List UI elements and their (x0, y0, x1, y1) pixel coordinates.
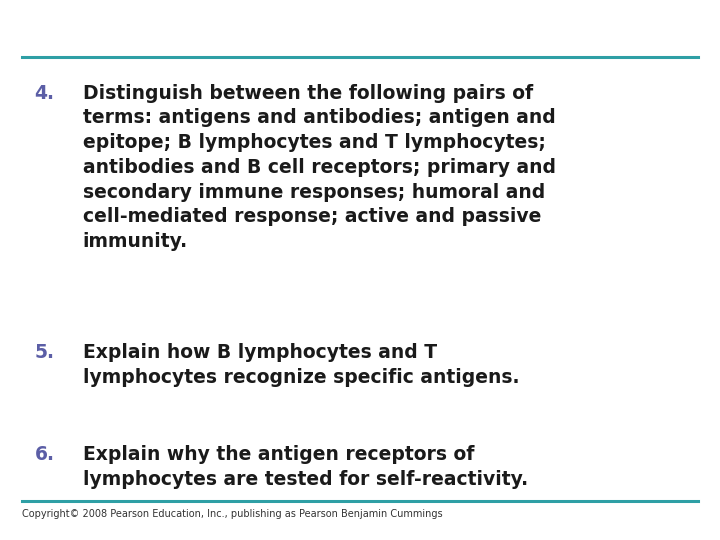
Text: 5.: 5. (35, 343, 55, 362)
Text: Distinguish between the following pairs of
terms: antigens and antibodies; antig: Distinguish between the following pairs … (83, 84, 556, 251)
Text: Copyright© 2008 Pearson Education, Inc., publishing as Pearson Benjamin Cummings: Copyright© 2008 Pearson Education, Inc.,… (22, 509, 442, 519)
Text: Explain how B lymphocytes and T
lymphocytes recognize specific antigens.: Explain how B lymphocytes and T lymphocy… (83, 343, 519, 387)
Text: 4.: 4. (35, 84, 55, 103)
Text: 6.: 6. (35, 446, 55, 464)
Text: Explain why the antigen receptors of
lymphocytes are tested for self-reactivity.: Explain why the antigen receptors of lym… (83, 446, 528, 489)
